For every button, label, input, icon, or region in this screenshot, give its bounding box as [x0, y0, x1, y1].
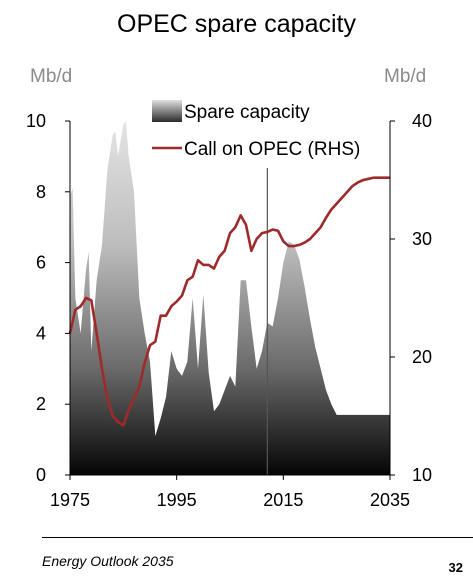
x-tick-label: 1995 — [157, 490, 197, 510]
right-tick-label: 20 — [412, 347, 432, 367]
page-number: 32 — [448, 560, 463, 575]
left-tick-label: 4 — [36, 323, 46, 343]
left-tick-label: 6 — [36, 253, 46, 273]
spare-capacity-area — [70, 121, 390, 475]
left-tick-label: 0 — [36, 465, 46, 485]
left-tick-label: 2 — [36, 394, 46, 414]
left-axis-unit: Mb/d — [30, 66, 73, 87]
x-tick-label: 1975 — [50, 490, 90, 510]
footer-source: Energy Outlook 2035 — [42, 553, 174, 569]
right-tick-label: 10 — [412, 465, 432, 485]
footer-divider — [42, 537, 473, 538]
left-tick-label: 10 — [26, 111, 46, 131]
plot-area — [68, 121, 390, 475]
right-axis-unit: Mb/d — [384, 66, 427, 87]
legend-swatch-spare-capacity — [152, 100, 182, 122]
right-tick-label: 40 — [412, 111, 432, 131]
legend-label-spare-capacity: Spare capacity — [184, 102, 310, 123]
chart-title: OPEC spare capacity — [117, 10, 356, 38]
legend: Spare capacity Call on OPEC (RHS) — [152, 100, 360, 160]
x-tick-label: 2015 — [263, 490, 303, 510]
right-tick-label: 30 — [412, 229, 432, 249]
call-on-opec-line — [68, 176, 390, 427]
x-tick-label: 2035 — [370, 490, 410, 510]
left-tick-label: 8 — [36, 182, 46, 202]
legend-label-call-on-opec: Call on OPEC (RHS) — [184, 139, 360, 160]
axes: 0 2 4 6 8 10 10 20 30 40 1975 1995 2015 2035 — [26, 111, 432, 510]
